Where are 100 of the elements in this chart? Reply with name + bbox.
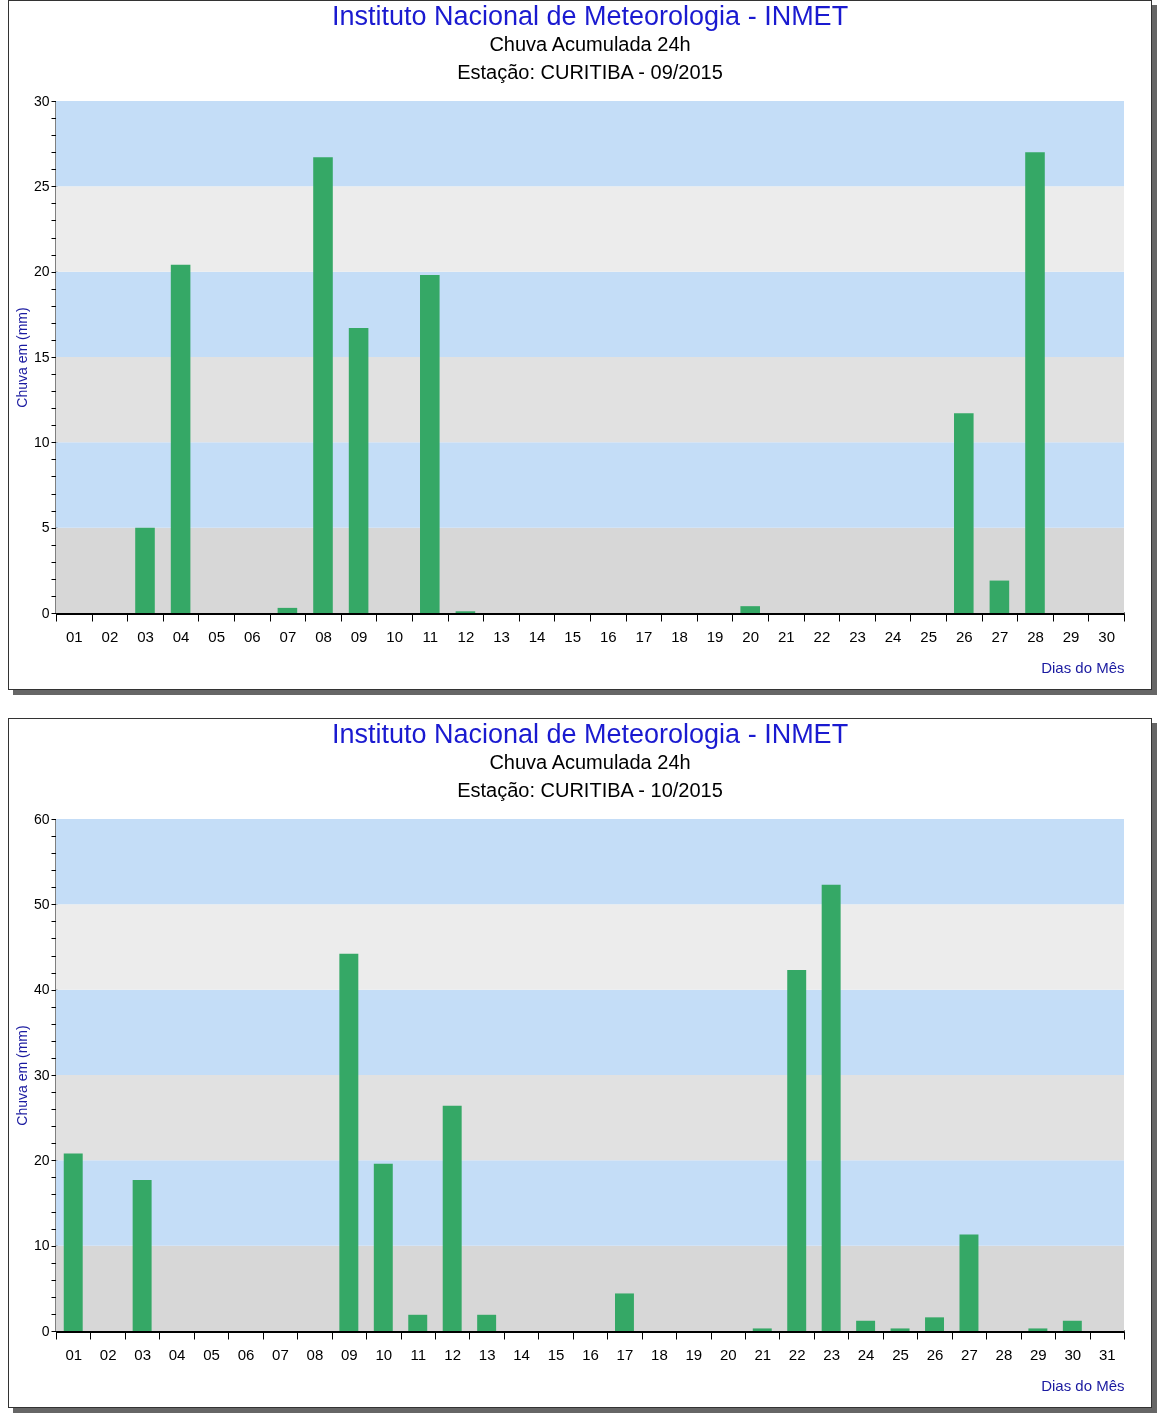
x-tick-label: 28 xyxy=(1027,627,1044,645)
x-axis-title: Dias do Mês xyxy=(1041,1376,1125,1394)
x-tick-label: 10 xyxy=(386,627,404,645)
x-axis-title: Dias do Mês xyxy=(1041,658,1125,676)
bar xyxy=(170,264,191,613)
bar xyxy=(132,1179,152,1331)
x-tick-label: 30 xyxy=(1064,1345,1082,1363)
x-tick-label: 17 xyxy=(616,1345,634,1363)
y-tick-label: 10 xyxy=(33,433,50,450)
chart-title: Instituto Nacional de Meteorologia - INMET xyxy=(331,1,849,31)
bar xyxy=(420,275,440,613)
bar xyxy=(135,527,155,613)
x-tick-label: 10 xyxy=(375,1345,393,1363)
x-tick-label: 13 xyxy=(493,627,510,645)
x-tick-label: 08 xyxy=(306,1345,324,1363)
x-tick-label: 06 xyxy=(243,627,261,645)
bar xyxy=(821,884,841,1331)
y-tick-label: 0 xyxy=(41,1322,50,1339)
bar xyxy=(348,327,369,613)
bar xyxy=(740,606,760,613)
x-tick-label: 17 xyxy=(635,627,653,645)
x-tick-label: 03 xyxy=(134,1345,151,1363)
y-axis-title: Chuva em (mm) xyxy=(13,1025,30,1126)
x-tick-label: 20 xyxy=(742,627,760,645)
x-tick-label: 26 xyxy=(955,627,973,645)
x-tick-label: 20 xyxy=(719,1345,737,1363)
x-tick-label: 01 xyxy=(65,627,83,645)
y-axis-title: Chuva em (mm) xyxy=(13,307,30,408)
y-tick-label: 25 xyxy=(33,177,50,194)
y-tick-label: 5 xyxy=(41,519,50,536)
x-tick-label: 28 xyxy=(995,1345,1013,1363)
bar xyxy=(890,1328,910,1331)
chart-subtitle: Chuva Acumulada 24h Estação: CURITIBA - 09/2015 xyxy=(457,33,723,83)
x-tick-label: 25 xyxy=(920,627,938,645)
x-tick-label: 31 xyxy=(1098,1345,1116,1363)
y-tick-label: 50 xyxy=(33,895,50,912)
x-tick-label: 02 xyxy=(99,1345,117,1363)
x-tick-label: 27 xyxy=(961,1345,978,1363)
x-tick-label: 06 xyxy=(237,1345,255,1363)
x-tick-label: 05 xyxy=(203,1345,220,1363)
bar xyxy=(313,157,333,613)
x-tick-label: 27 xyxy=(991,627,1009,645)
bar xyxy=(442,1105,462,1331)
x-tick-label: 09 xyxy=(340,1345,358,1363)
x-tick-label: 15 xyxy=(564,627,582,645)
bar xyxy=(1062,1320,1082,1331)
x-tick-label: 21 xyxy=(777,627,795,645)
x-tick-label: 05 xyxy=(208,627,226,645)
x-tick-label: 03 xyxy=(137,627,154,645)
x-tick-label: 04 xyxy=(172,627,190,645)
chart-title: Instituto Nacional de Meteorologia - INMET xyxy=(331,719,849,749)
x-tick-label: 21 xyxy=(754,1345,772,1363)
y-tick-label: 20 xyxy=(33,1151,50,1168)
bar xyxy=(339,953,359,1331)
bar xyxy=(63,1153,83,1331)
y-tick-label: 30 xyxy=(33,92,50,109)
x-tick-label: 04 xyxy=(168,1345,186,1363)
x-tick-label: 26 xyxy=(926,1345,944,1363)
y-tick-label: 20 xyxy=(33,263,50,280)
bar xyxy=(1028,1328,1048,1331)
bar xyxy=(477,1314,497,1331)
x-tick-label: 12 xyxy=(457,627,475,645)
x-tick-label: 13 xyxy=(478,1345,496,1363)
x-tick-label: 23 xyxy=(823,1345,841,1363)
chart-subtitle: Chuva Acumulada 24h Estação: CURITIBA - 10/2015 xyxy=(457,751,723,801)
bar xyxy=(408,1314,428,1331)
y-tick-label: 0 xyxy=(41,604,50,621)
x-tick-label: 02 xyxy=(101,627,119,645)
x-tick-label: 24 xyxy=(857,1345,875,1363)
x-tick-label: 12 xyxy=(444,1345,462,1363)
x-tick-label: 14 xyxy=(528,627,546,645)
x-tick-label: 11 xyxy=(410,1345,427,1363)
x-tick-label: 18 xyxy=(671,627,688,645)
x-tick-label: 19 xyxy=(706,627,724,645)
y-tick-label: 30 xyxy=(33,1066,50,1083)
x-tick-label: 22 xyxy=(788,1345,806,1363)
x-tick-label: 14 xyxy=(513,1345,530,1363)
x-tick-label: 16 xyxy=(582,1345,599,1363)
bar xyxy=(614,1293,634,1331)
bar xyxy=(277,607,298,613)
x-tick-label: 07 xyxy=(279,627,297,645)
y-tick-label: 60 xyxy=(33,810,50,827)
x-tick-label: 08 xyxy=(315,627,332,645)
x-tick-label: 29 xyxy=(1030,1345,1047,1363)
bar xyxy=(1025,152,1045,613)
y-tick-label: 15 xyxy=(33,348,50,365)
x-tick-label: 01 xyxy=(65,1345,83,1363)
bar xyxy=(856,1320,876,1331)
x-tick-label: 22 xyxy=(813,627,831,645)
x-tick-label: 16 xyxy=(599,627,617,645)
bar xyxy=(954,413,974,613)
bar xyxy=(989,580,1010,613)
y-tick-label: 40 xyxy=(33,981,50,998)
x-tick-label: 23 xyxy=(849,627,866,645)
bar xyxy=(787,970,807,1331)
x-tick-label: 07 xyxy=(272,1345,289,1363)
x-tick-label: 29 xyxy=(1062,627,1080,645)
bar xyxy=(373,1163,393,1331)
x-tick-label: 25 xyxy=(892,1345,909,1363)
x-tick-label: 15 xyxy=(547,1345,565,1363)
